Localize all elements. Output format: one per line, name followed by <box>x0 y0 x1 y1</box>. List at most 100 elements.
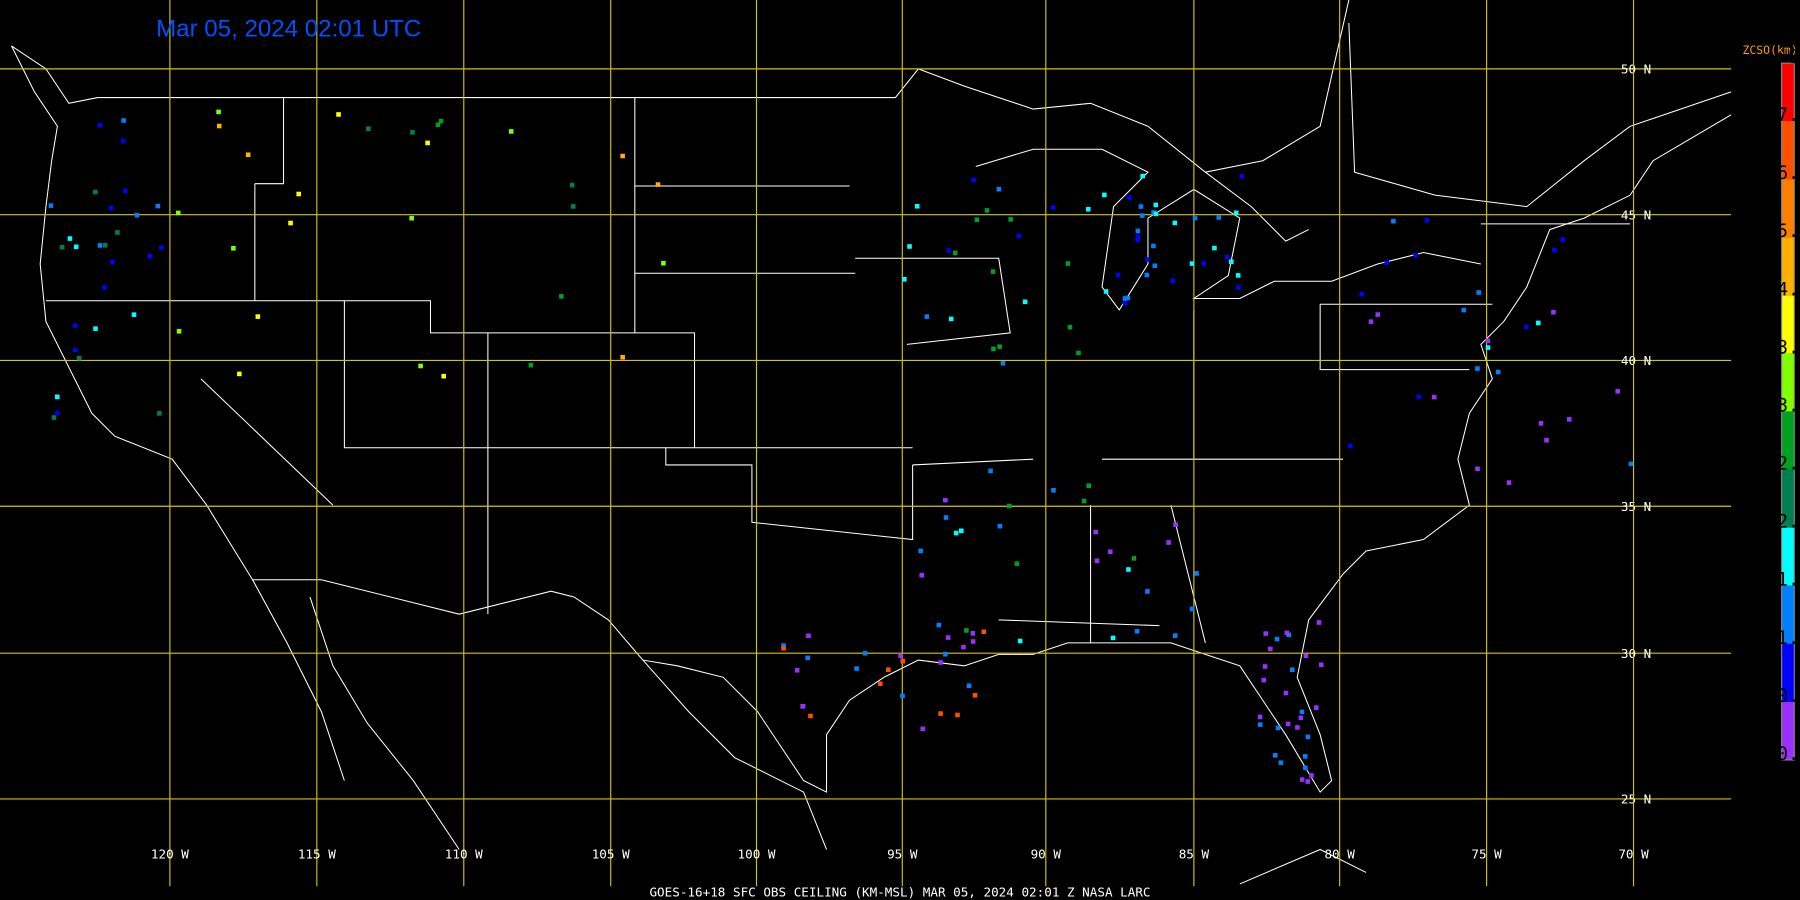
station <box>620 153 625 159</box>
station <box>1051 487 1056 493</box>
station <box>1126 567 1131 572</box>
legend-label: 2.5 <box>1777 454 1800 475</box>
station <box>134 212 140 218</box>
station <box>255 314 261 319</box>
station <box>438 118 444 124</box>
station <box>1085 206 1091 212</box>
latitude-label: 35 N <box>1621 499 1651 514</box>
station <box>1289 667 1295 673</box>
station <box>1138 204 1144 209</box>
station <box>1194 571 1199 576</box>
station <box>1278 760 1284 765</box>
station <box>959 528 964 534</box>
station <box>123 188 128 194</box>
station <box>1309 773 1314 778</box>
legend-swatch <box>1781 179 1795 238</box>
mexico-coast <box>252 579 1367 885</box>
station <box>1295 725 1300 730</box>
station <box>1283 690 1289 696</box>
station <box>72 323 78 328</box>
station <box>900 658 906 664</box>
station <box>76 355 82 361</box>
station <box>1628 461 1634 467</box>
station <box>131 312 137 317</box>
station <box>1257 714 1263 720</box>
station <box>1135 237 1140 243</box>
latitude-label: 30 N <box>1621 646 1651 661</box>
station <box>1298 715 1304 721</box>
station <box>854 666 859 671</box>
legend-label: 2.0 <box>1777 512 1800 533</box>
station <box>1560 237 1566 242</box>
station <box>570 204 576 209</box>
station <box>1216 215 1222 220</box>
station <box>176 329 182 334</box>
station <box>1299 709 1305 715</box>
station <box>1131 556 1137 561</box>
station <box>528 362 534 368</box>
title: Mar 05, 2024 02:01 UTC <box>156 16 421 43</box>
station <box>1416 394 1422 400</box>
station <box>97 243 103 248</box>
station <box>1303 765 1308 771</box>
station <box>1224 254 1230 260</box>
station <box>1103 289 1109 294</box>
longitude-label: 110 W <box>445 847 483 862</box>
station <box>1431 394 1437 400</box>
station <box>1235 273 1241 278</box>
station <box>1022 299 1028 305</box>
station <box>1145 257 1150 262</box>
station <box>988 468 993 474</box>
station <box>902 277 907 282</box>
graticule: 50 N 45 N 40 N 35 N 30 N 25 N 120 W 115 W 110 W 1… <box>0 0 1732 887</box>
station <box>55 410 60 416</box>
station <box>1475 466 1480 472</box>
station <box>120 138 126 144</box>
station <box>1122 296 1128 301</box>
station <box>1122 300 1128 306</box>
station <box>1284 630 1290 636</box>
station <box>336 112 341 117</box>
station <box>806 633 811 639</box>
longitude-label: 85 W <box>1179 847 1210 862</box>
station <box>559 294 564 299</box>
legend-label: 4.0 <box>1777 279 1800 300</box>
station <box>147 253 152 259</box>
station <box>1173 522 1178 528</box>
station <box>1065 261 1071 266</box>
legend-label: 0.0 <box>1777 744 1800 765</box>
station <box>1538 421 1544 426</box>
station <box>1102 192 1107 198</box>
station <box>67 236 73 241</box>
station <box>943 515 949 520</box>
station <box>288 220 293 226</box>
station <box>1135 234 1141 240</box>
station <box>1485 338 1491 344</box>
station <box>175 210 181 216</box>
station <box>1192 215 1198 221</box>
station <box>924 314 930 319</box>
station <box>231 246 236 251</box>
station <box>1166 540 1171 545</box>
station <box>1302 754 1308 759</box>
station <box>441 373 446 379</box>
station <box>93 326 98 331</box>
station <box>1067 324 1073 330</box>
longitude-label: 105 W <box>592 847 630 862</box>
station <box>1615 389 1620 394</box>
station <box>1375 312 1381 317</box>
station <box>108 205 114 211</box>
station <box>620 354 625 360</box>
stations <box>48 109 1634 784</box>
legend-swatch <box>1781 585 1795 644</box>
station <box>943 497 948 503</box>
footer: GOES-16+18 SFC OBS CEILING (KM-MSL) MAR … <box>649 885 1150 900</box>
station <box>661 260 666 266</box>
station <box>1140 173 1145 179</box>
station <box>1272 753 1278 758</box>
station <box>1305 734 1311 740</box>
station <box>51 415 57 420</box>
station <box>1093 529 1099 535</box>
legend-swatch <box>1781 527 1795 586</box>
